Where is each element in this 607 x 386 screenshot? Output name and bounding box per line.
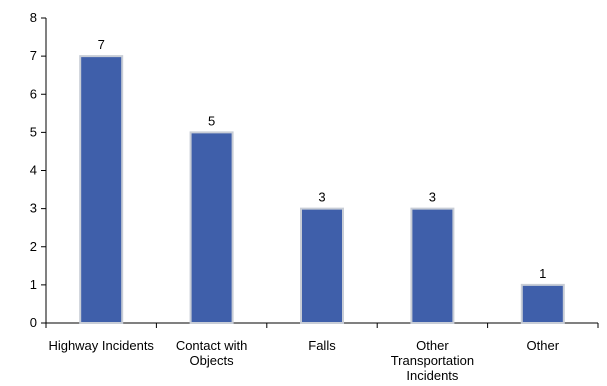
category-label: Falls xyxy=(308,338,336,353)
y-axis: 0 1 2 3 4 5 6 7 8 xyxy=(30,10,47,330)
category-label-line: Other xyxy=(527,338,560,353)
y-tick-label: 6 xyxy=(30,86,37,101)
bar xyxy=(520,283,565,324)
category-label: Contact with Objects xyxy=(176,338,248,368)
category-label-line: Contact with xyxy=(176,338,248,353)
category-label: Other xyxy=(527,338,560,353)
data-label: 3 xyxy=(318,190,325,205)
category-label-line: Transportation xyxy=(391,353,474,368)
y-tick-label: 8 xyxy=(30,10,37,25)
data-label: 5 xyxy=(208,113,215,128)
y-tick-label: 5 xyxy=(30,124,37,139)
bar xyxy=(300,207,344,324)
y-tick-label: 2 xyxy=(30,239,37,254)
data-label: 3 xyxy=(429,190,436,205)
category-label-line: Falls xyxy=(308,338,336,353)
category-label-line: Other xyxy=(416,338,449,353)
category-label: Highway Incidents xyxy=(48,338,154,353)
data-label: 7 xyxy=(98,37,105,52)
category-label-line: Objects xyxy=(190,353,235,368)
bar xyxy=(410,207,455,324)
data-label: 1 xyxy=(539,266,546,281)
y-tick-label: 3 xyxy=(30,201,37,216)
data-labels: 7 5 3 3 1 xyxy=(98,37,547,281)
y-tick-label: 4 xyxy=(30,163,37,178)
y-tick-label: 1 xyxy=(30,277,37,292)
category-label-line: Highway Incidents xyxy=(48,338,154,353)
bar xyxy=(189,131,234,324)
bars xyxy=(79,55,565,324)
category-label: Other Transportation Incidents xyxy=(391,338,474,383)
y-tick-label: 0 xyxy=(30,315,37,330)
bar xyxy=(79,55,124,324)
category-label-line: Incidents xyxy=(406,368,459,383)
y-tick-label: 7 xyxy=(30,48,37,63)
category-labels: Highway Incidents Contact with Objects Fall… xyxy=(48,338,559,383)
